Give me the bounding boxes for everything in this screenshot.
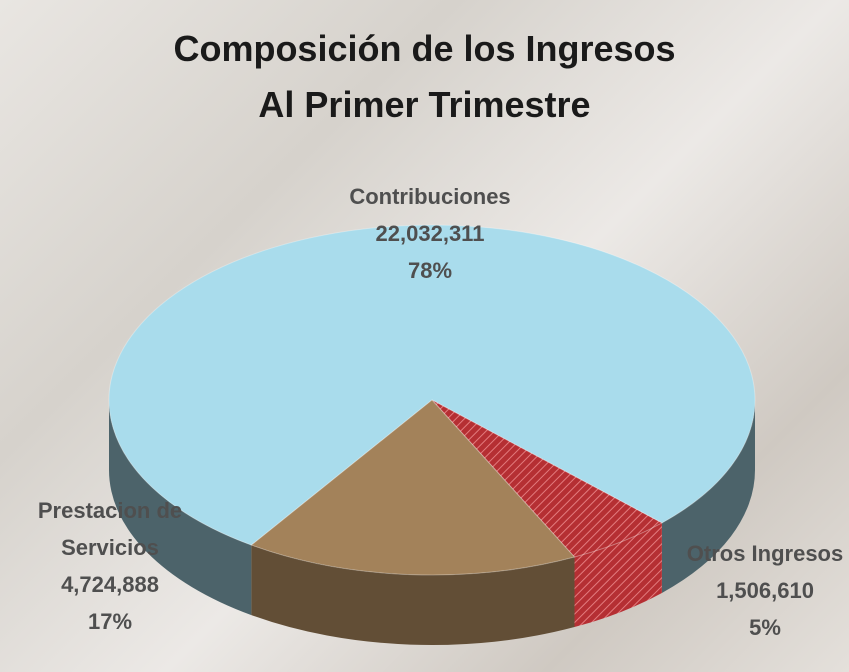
data-label: Contribuciones 22,032,311 78% bbox=[330, 178, 530, 289]
chart-subtitle: Al Primer Trimestre bbox=[258, 84, 591, 125]
label-percent: 5% bbox=[749, 615, 781, 640]
label-value: 4,724,888 bbox=[61, 572, 159, 597]
slice-side bbox=[574, 522, 662, 628]
data-label: Otros Ingresos 1,506,610 5% bbox=[660, 535, 849, 646]
slice-side bbox=[251, 545, 575, 645]
slice bbox=[250, 399, 576, 576]
label-percent: 78% bbox=[407, 258, 453, 283]
label-value: 22,032,311 bbox=[375, 221, 485, 246]
label-percent: 17% bbox=[87, 609, 133, 634]
label-name: Contribuciones bbox=[349, 184, 511, 209]
label-name: Prestacion de Servicios bbox=[37, 498, 183, 560]
label-value: 1,506,610 bbox=[716, 578, 814, 603]
data-label: Prestacion de Servicios 4,724,888 17% bbox=[20, 492, 200, 640]
slice-side bbox=[661, 400, 755, 593]
chart-title: Composición de los Ingresos bbox=[173, 28, 676, 69]
slice bbox=[431, 399, 663, 558]
slice bbox=[108, 224, 756, 546]
label-name: Otros Ingresos bbox=[686, 541, 844, 566]
slice-side bbox=[109, 400, 252, 616]
